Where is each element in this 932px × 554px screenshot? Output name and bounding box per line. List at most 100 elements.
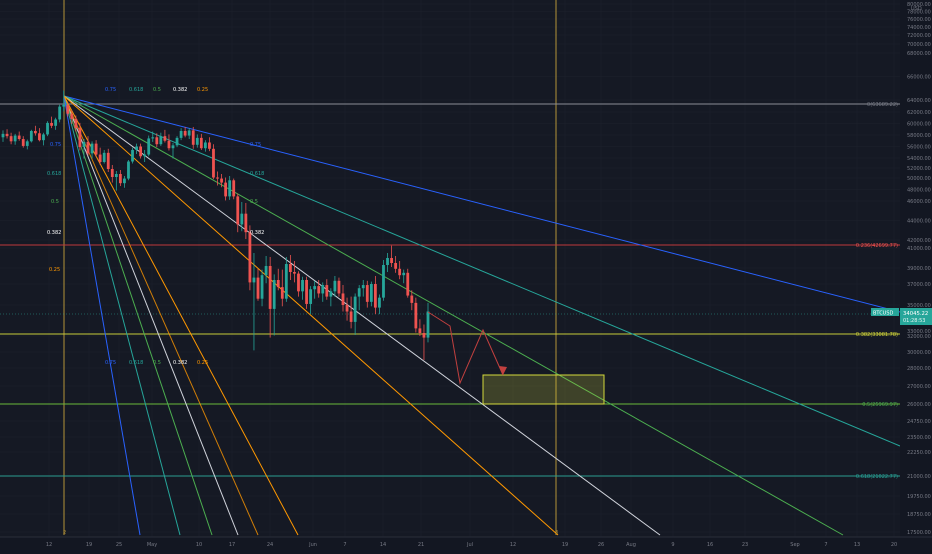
candle-body[interactable] bbox=[268, 266, 272, 309]
candle-body[interactable] bbox=[357, 288, 361, 297]
candle-body[interactable] bbox=[171, 145, 175, 149]
candle-body[interactable] bbox=[212, 148, 215, 178]
candle-body[interactable] bbox=[62, 104, 66, 107]
candle-body[interactable] bbox=[203, 142, 207, 149]
candle-body[interactable] bbox=[216, 177, 219, 179]
candle-body[interactable] bbox=[329, 291, 333, 297]
candle-body[interactable] bbox=[155, 137, 159, 145]
candle-body[interactable] bbox=[25, 141, 29, 146]
candle-body[interactable] bbox=[78, 128, 82, 148]
candle-body[interactable] bbox=[46, 122, 49, 135]
candle-body[interactable] bbox=[333, 280, 337, 292]
candle-body[interactable] bbox=[5, 133, 9, 137]
candle-body[interactable] bbox=[187, 130, 191, 136]
candle-body[interactable] bbox=[390, 258, 393, 263]
candle-body[interactable] bbox=[163, 136, 167, 141]
candle-body[interactable] bbox=[147, 138, 151, 155]
candle-body[interactable] bbox=[131, 149, 134, 162]
candle-body[interactable] bbox=[345, 305, 349, 312]
candle-body[interactable] bbox=[135, 146, 138, 150]
candle-body[interactable] bbox=[191, 130, 195, 145]
candle-body[interactable] bbox=[110, 169, 114, 177]
candle-body[interactable] bbox=[361, 285, 365, 289]
candle-body[interactable] bbox=[293, 272, 296, 274]
candle-body[interactable] bbox=[353, 296, 357, 322]
candle-body[interactable] bbox=[321, 285, 325, 294]
candle-body[interactable] bbox=[414, 302, 418, 329]
candle-body[interactable] bbox=[394, 263, 398, 269]
candle-body[interactable] bbox=[13, 135, 17, 142]
candle-body[interactable] bbox=[1, 133, 5, 138]
candle-body[interactable] bbox=[21, 139, 25, 146]
candle-body[interactable] bbox=[378, 297, 381, 308]
candle-body[interactable] bbox=[58, 106, 62, 120]
candle-body[interactable] bbox=[410, 295, 414, 303]
candle-body[interactable] bbox=[179, 130, 183, 138]
candle-body[interactable] bbox=[199, 137, 203, 149]
candle-body[interactable] bbox=[175, 137, 179, 146]
candle-body[interactable] bbox=[42, 134, 45, 141]
candle-body[interactable] bbox=[402, 272, 406, 276]
candle-body[interactable] bbox=[139, 146, 143, 157]
target-zone-box[interactable] bbox=[482, 374, 605, 405]
candle-body[interactable] bbox=[297, 273, 300, 292]
candle-body[interactable] bbox=[224, 182, 228, 197]
candle-body[interactable] bbox=[337, 280, 341, 294]
candle-body[interactable] bbox=[301, 280, 304, 292]
candle-body[interactable] bbox=[143, 154, 147, 157]
candle-body[interactable] bbox=[305, 280, 308, 304]
x-axis[interactable]: 12 19 25 May 10 17 24 Jun 7 14 21 Jul 12 19 26 Aug 9 16 23… bbox=[46, 542, 897, 548]
candle-body[interactable] bbox=[86, 141, 90, 154]
candle-body[interactable] bbox=[406, 272, 410, 296]
candle-body[interactable] bbox=[280, 287, 284, 299]
candle-body[interactable] bbox=[106, 152, 110, 169]
candle-body[interactable] bbox=[9, 136, 13, 142]
candle-body[interactable] bbox=[244, 213, 248, 233]
candle-body[interactable] bbox=[272, 280, 276, 309]
candle-body[interactable] bbox=[365, 285, 369, 302]
candle-body[interactable] bbox=[90, 143, 94, 154]
candle-body[interactable] bbox=[252, 277, 256, 283]
candle-body[interactable] bbox=[220, 178, 223, 183]
candle-body[interactable] bbox=[313, 286, 317, 290]
candle-body[interactable] bbox=[33, 130, 37, 134]
candle-body[interactable] bbox=[127, 161, 130, 179]
candle-body[interactable] bbox=[248, 232, 252, 283]
candle-body[interactable] bbox=[240, 213, 244, 225]
candle-body[interactable] bbox=[82, 141, 86, 148]
candle-body[interactable] bbox=[29, 130, 33, 142]
candle-body[interactable] bbox=[228, 180, 232, 197]
candle-body[interactable] bbox=[260, 275, 264, 299]
candle-body[interactable] bbox=[74, 118, 78, 129]
candle-body[interactable] bbox=[208, 142, 211, 149]
candle-body[interactable] bbox=[151, 137, 155, 139]
candle-body[interactable] bbox=[369, 284, 373, 302]
candle-body[interactable] bbox=[232, 180, 236, 197]
candle-body[interactable] bbox=[309, 289, 313, 304]
candle-body[interactable] bbox=[284, 264, 288, 299]
candle-body[interactable] bbox=[349, 311, 353, 322]
candle-body[interactable] bbox=[159, 136, 163, 145]
candle-body[interactable] bbox=[114, 174, 118, 177]
candle-body[interactable] bbox=[382, 265, 385, 298]
candle-body[interactable] bbox=[118, 174, 122, 184]
candle-body[interactable] bbox=[422, 333, 426, 338]
candle-body[interactable] bbox=[183, 130, 187, 136]
candle-body[interactable] bbox=[373, 284, 377, 308]
candle-body[interactable] bbox=[94, 143, 98, 155]
candle-body[interactable] bbox=[386, 258, 389, 265]
candle-body[interactable] bbox=[325, 285, 329, 297]
candle-body[interactable] bbox=[236, 196, 240, 225]
candle-body[interactable] bbox=[317, 286, 321, 294]
candle-body[interactable] bbox=[123, 178, 126, 184]
candle-body[interactable] bbox=[98, 154, 102, 162]
candle-body[interactable] bbox=[66, 104, 70, 114]
candle-body[interactable] bbox=[264, 266, 268, 276]
candle-body[interactable] bbox=[50, 122, 53, 126]
candle-body[interactable] bbox=[276, 280, 280, 288]
candle-body[interactable] bbox=[418, 328, 422, 333]
candle-body[interactable] bbox=[54, 119, 58, 126]
candle-body[interactable] bbox=[167, 140, 171, 149]
